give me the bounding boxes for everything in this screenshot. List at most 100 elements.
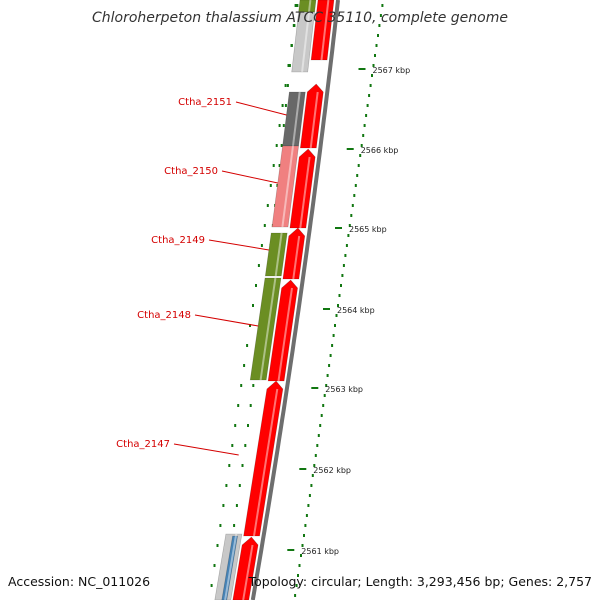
- ruler-dot: [305, 514, 308, 517]
- ruler-dot: [298, 564, 301, 567]
- ruler-dot: [354, 184, 357, 187]
- ruler-ticks: 2567 kbp 2566 kbp 2565 kbp 2564 kbp 2563 kbp…: [287, 66, 410, 556]
- ruler-outer-dots: [294, 4, 384, 597]
- ruler-dot: [278, 124, 281, 127]
- strand-dot: [249, 404, 252, 407]
- strand-dot: [280, 144, 283, 147]
- ruler-dot: [297, 574, 299, 577]
- map-title: Chloroherpeton thalassium ATCC 35110, co…: [92, 10, 508, 26]
- forward-gene-3[interactable]: [289, 148, 316, 229]
- ruler-dot: [260, 244, 263, 247]
- forward-gene-7-highlight: [242, 544, 254, 600]
- forward-gene-6[interactable]: [243, 380, 284, 537]
- ruler-dot: [347, 234, 350, 237]
- gene-label-ctha_2151[interactable]: Ctha_2151: [178, 97, 232, 108]
- gene-label-ctha_2147[interactable]: Ctha_2147: [116, 439, 170, 450]
- ruler-dot: [334, 324, 336, 327]
- ruler-dot: [345, 244, 348, 247]
- ruler-dot: [281, 104, 284, 107]
- ruler-dot: [310, 484, 313, 487]
- ruler-dot: [353, 194, 356, 197]
- forward-gene-1[interactable]: [310, 0, 335, 61]
- ruler-dot: [344, 254, 347, 257]
- ruler-dot: [287, 64, 290, 67]
- forward-gene-5-highlight: [277, 287, 293, 382]
- ruler-dot: [307, 504, 310, 507]
- strand-dot: [241, 464, 244, 467]
- gene-labels: Ctha_2151 Ctha_2150 Ctha_2149 Ctha_2148 Ctha…: [116, 97, 287, 456]
- feature-gene-2[interactable]: [291, 11, 315, 73]
- ruler-dot: [368, 94, 371, 97]
- ruler-tick-label: 2562 kbp: [313, 466, 351, 475]
- accession-text: Accession: NC_011026: [8, 574, 151, 589]
- forward-gene-2[interactable]: [299, 83, 324, 149]
- ruler-dot: [296, 4, 299, 7]
- ruler-dot: [301, 544, 304, 547]
- ruler-dot: [252, 304, 254, 307]
- feature-gene-2-highlight: [301, 11, 310, 73]
- ruler-dot: [362, 134, 365, 137]
- ruler-dot: [363, 124, 366, 127]
- ruler-dot: [234, 424, 237, 427]
- ruler-dot: [335, 314, 338, 317]
- ruler-dot: [372, 64, 375, 67]
- ruler-dot: [371, 74, 373, 77]
- strand-dot: [294, 4, 297, 7]
- ruler-dot: [314, 454, 317, 457]
- feature-gene-5[interactable]: [264, 232, 288, 277]
- ruler-dot: [375, 44, 378, 47]
- ruler-dot: [360, 144, 363, 147]
- forward-gene-4[interactable]: [282, 227, 306, 280]
- gene-label-ctha_2148[interactable]: Ctha_2148: [137, 310, 191, 321]
- strand-dot: [244, 444, 247, 447]
- feature-gene-6[interactable]: [249, 277, 282, 381]
- ruler-dot: [340, 284, 342, 287]
- forward-gene-6-highlight: [253, 388, 279, 537]
- forward-gene-5[interactable]: [267, 279, 298, 382]
- ruler-dot: [379, 14, 382, 17]
- ruler-dot: [332, 334, 335, 337]
- gene-label-ctha_2150[interactable]: Ctha_2150: [164, 166, 218, 177]
- feature-gene-blue[interactable]: [221, 535, 238, 600]
- strand-dot: [238, 484, 241, 487]
- ruler-inner-dots: [210, 4, 299, 587]
- ruler-dot: [222, 504, 225, 507]
- ruler-dot: [303, 534, 305, 537]
- forward-gene-4-highlight: [292, 235, 301, 280]
- ruler-dot: [341, 274, 344, 277]
- ruler-tick-label: 2566 kbp: [361, 146, 399, 155]
- ruler-dot: [255, 284, 257, 287]
- strand-dot: [252, 384, 255, 387]
- ruler-dot: [319, 424, 322, 427]
- strand-dot: [276, 184, 279, 187]
- gene-label-leader: [173, 443, 239, 456]
- ruler-dot: [316, 444, 319, 447]
- gene-label-ctha_2149[interactable]: Ctha_2149: [151, 235, 205, 246]
- ruler-dot: [269, 184, 272, 187]
- ruler-dot: [350, 214, 353, 217]
- genome-summary-text: Topology: circular; Length: 3,293,456 bp…: [248, 574, 592, 589]
- ruler-dot: [374, 54, 376, 57]
- ruler-dot: [216, 544, 219, 547]
- ruler-dot: [377, 34, 379, 37]
- ruler-dot: [228, 464, 231, 467]
- ruler-dot: [322, 404, 325, 407]
- forward-gene-7[interactable]: [232, 536, 259, 600]
- forward-gene-1-highlight: [320, 0, 330, 61]
- feature-gene-4[interactable]: [271, 145, 299, 228]
- ruler-dot: [365, 114, 368, 117]
- ruler-dot: [275, 144, 278, 147]
- strand-dot: [247, 424, 249, 427]
- feature-gene-1-highlight: [308, 0, 312, 13]
- ruler-dot: [369, 84, 372, 87]
- ruler-dot: [272, 164, 275, 167]
- ruler-dot: [300, 554, 302, 557]
- ruler-dot: [249, 324, 251, 327]
- ruler-dot: [308, 494, 311, 497]
- ruler-dot: [240, 384, 243, 387]
- ruler-dot: [246, 344, 249, 347]
- feature-gene-4-highlight: [281, 145, 294, 228]
- gene-track: [214, 0, 335, 600]
- backbone-line: [250, 0, 340, 600]
